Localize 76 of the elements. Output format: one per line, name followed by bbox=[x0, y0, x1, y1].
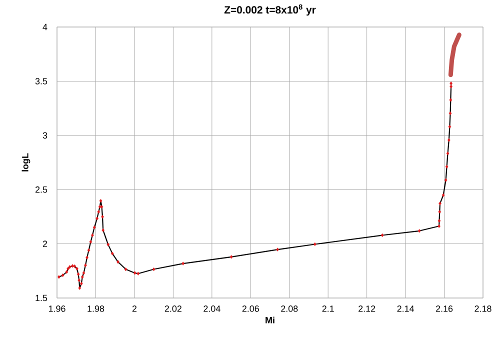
point bbox=[89, 240, 92, 244]
x-tick-label: 2.18 bbox=[474, 306, 492, 312]
point bbox=[102, 228, 105, 232]
point bbox=[446, 152, 450, 156]
point bbox=[448, 124, 452, 129]
point bbox=[182, 262, 184, 266]
x-tick-label: 2.08 bbox=[281, 306, 298, 312]
line-series bbox=[448, 32, 462, 78]
chart-title: Z=0.002 t=8x10$^{8}$ yr bbox=[224, 4, 316, 16]
y-axis-title: logL bbox=[22, 153, 30, 172]
point bbox=[96, 216, 99, 220]
point bbox=[61, 273, 64, 278]
point bbox=[442, 193, 445, 197]
point bbox=[86, 256, 88, 260]
point bbox=[110, 252, 114, 256]
point bbox=[78, 278, 80, 282]
x-tick-label: 2.02 bbox=[164, 306, 182, 312]
point bbox=[84, 263, 87, 268]
point bbox=[418, 229, 421, 233]
x-tick-label: 1.98 bbox=[88, 306, 104, 312]
point bbox=[80, 282, 83, 286]
point bbox=[438, 224, 440, 228]
point bbox=[152, 267, 156, 272]
point bbox=[444, 178, 448, 182]
point bbox=[73, 264, 76, 268]
point bbox=[124, 267, 128, 272]
point bbox=[450, 84, 452, 88]
point bbox=[65, 270, 68, 274]
point bbox=[438, 218, 441, 223]
point bbox=[133, 271, 136, 275]
point bbox=[445, 164, 448, 169]
point bbox=[438, 202, 442, 206]
x-tick-label: 2.06 bbox=[242, 306, 259, 312]
point bbox=[438, 210, 442, 214]
point bbox=[98, 204, 102, 209]
y-tick-label: 3.5 bbox=[35, 78, 48, 84]
point bbox=[80, 275, 84, 279]
point bbox=[87, 248, 90, 252]
point bbox=[100, 204, 104, 209]
point bbox=[106, 242, 110, 246]
y-tick-label: 1.5 bbox=[36, 294, 48, 302]
point bbox=[448, 138, 450, 142]
point bbox=[380, 233, 384, 238]
y-tick-label: 4 bbox=[42, 24, 48, 30]
point bbox=[101, 214, 104, 219]
point bbox=[136, 272, 140, 276]
y-tick-label: 3 bbox=[42, 132, 48, 139]
y-tick-label: 2.5 bbox=[35, 186, 48, 193]
x-tick-label: 2.16 bbox=[436, 306, 453, 312]
x-tick-label: 2.1 bbox=[322, 306, 334, 312]
point bbox=[71, 264, 74, 268]
x-axis-title: Mi bbox=[266, 316, 274, 324]
point bbox=[314, 242, 316, 246]
point bbox=[68, 265, 72, 269]
x-tick-label: 2.12 bbox=[358, 306, 376, 312]
x-tick-label: 1.96 bbox=[48, 306, 66, 312]
point bbox=[82, 271, 86, 275]
x-tick-label: 2.04 bbox=[204, 306, 220, 312]
x-tick-label: 2.14 bbox=[397, 306, 414, 312]
point bbox=[91, 233, 94, 238]
y-tick-label: 2 bbox=[42, 240, 48, 247]
point bbox=[76, 272, 80, 276]
point bbox=[230, 255, 233, 259]
point bbox=[450, 82, 452, 86]
point bbox=[78, 286, 82, 290]
point bbox=[66, 266, 70, 271]
point bbox=[116, 260, 120, 264]
point bbox=[449, 98, 452, 102]
x-tick-label: 2 bbox=[132, 306, 136, 312]
point bbox=[97, 210, 100, 214]
point bbox=[92, 226, 96, 230]
point bbox=[58, 275, 60, 279]
point bbox=[76, 266, 78, 271]
point bbox=[276, 248, 279, 252]
point bbox=[448, 111, 452, 116]
point bbox=[99, 199, 102, 203]
